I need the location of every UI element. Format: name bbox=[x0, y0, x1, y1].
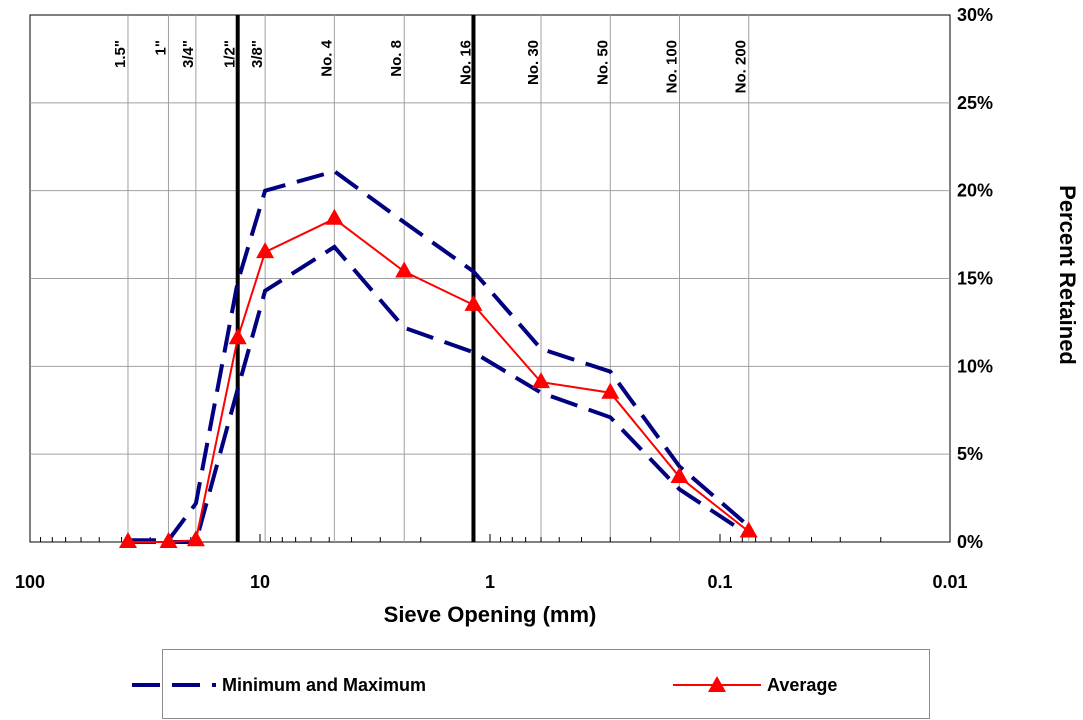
y-tick-label: 10% bbox=[957, 356, 993, 376]
sieve-label: No. 4 bbox=[318, 39, 335, 76]
y-tick-label: 25% bbox=[957, 93, 993, 113]
legend-item-min-max: Minimum and Maximum bbox=[128, 650, 426, 720]
y-tick-label: 5% bbox=[957, 444, 983, 464]
sieve-label: No. 50 bbox=[594, 40, 611, 85]
average-point-marker bbox=[464, 294, 483, 311]
x-tick-label: 100 bbox=[15, 572, 45, 592]
average-point-marker bbox=[532, 372, 550, 389]
y-tick-label: 0% bbox=[957, 532, 983, 552]
y-tick-label: 30% bbox=[957, 5, 993, 25]
sieve-label: No. 30 bbox=[525, 40, 542, 85]
average-point-marker bbox=[670, 467, 689, 483]
average-point-marker bbox=[228, 328, 247, 345]
average-point-marker bbox=[256, 242, 275, 259]
y-axis-title: Percent Retained bbox=[1055, 185, 1080, 365]
x-tick-label: 0.01 bbox=[932, 572, 967, 592]
x-tick-label: 10 bbox=[250, 572, 270, 592]
average-point-marker bbox=[739, 521, 758, 538]
x-axis-title: Sieve Opening (mm) bbox=[384, 602, 597, 627]
average-point-marker bbox=[119, 532, 137, 548]
sieve-label: No. 100 bbox=[664, 40, 681, 93]
series-line-max bbox=[128, 169, 751, 543]
sieve-label: 3/8" bbox=[249, 40, 266, 68]
sieve-label: No. 200 bbox=[733, 40, 750, 93]
average-point-marker bbox=[186, 530, 205, 547]
triangle-marker-icon bbox=[708, 676, 726, 692]
sieve-label: 1/2" bbox=[222, 40, 239, 68]
y-tick-label: 20% bbox=[957, 181, 993, 201]
average-point-marker bbox=[601, 382, 620, 399]
average-point-marker bbox=[325, 208, 344, 225]
x-tick-label: 1 bbox=[485, 572, 495, 592]
sieve-label: No. 8 bbox=[388, 40, 405, 77]
sieve-label: 3/4" bbox=[180, 40, 197, 68]
legend-swatch-average bbox=[673, 676, 761, 692]
average-point-marker bbox=[395, 261, 414, 278]
legend: Minimum and Maximum Average bbox=[132, 649, 930, 720]
legend-item-average: Average bbox=[671, 650, 837, 720]
legend-label-average: Average bbox=[767, 674, 838, 695]
sieve-label: 1.5" bbox=[112, 40, 129, 68]
sieve-label: 1" bbox=[153, 40, 170, 55]
legend-swatch-dashed-line bbox=[132, 683, 216, 687]
sieve-label: No. 16 bbox=[458, 40, 475, 85]
x-tick-label: 0.1 bbox=[707, 572, 732, 592]
y-tick-label: 15% bbox=[957, 269, 993, 289]
average-point-marker bbox=[159, 532, 178, 548]
legend-label-min-max: Minimum and Maximum bbox=[222, 674, 427, 695]
